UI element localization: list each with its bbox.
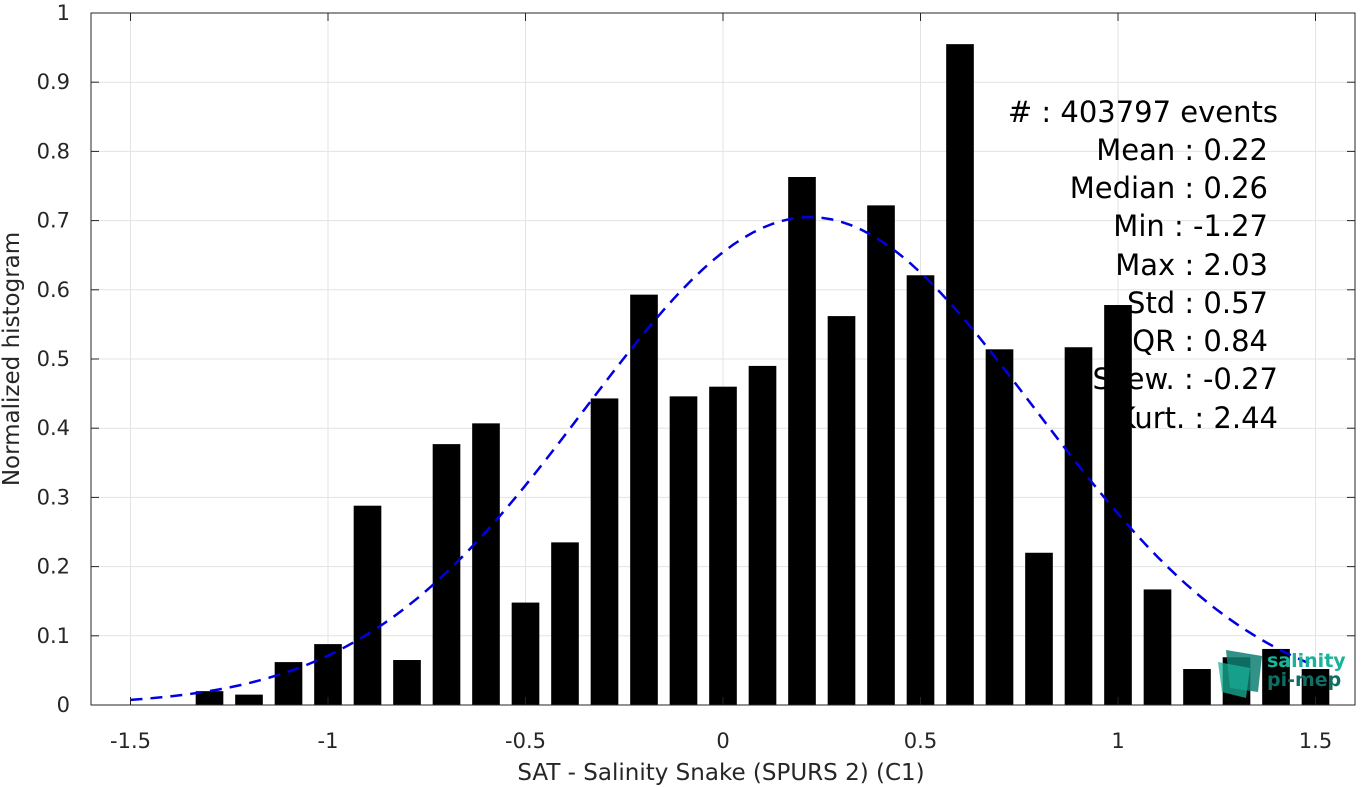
histogram-bar [393,660,421,705]
statistics-box: # : 403797 events Mean : 0.22 Median : 0… [1008,95,1278,435]
y-tick-label: 0.4 [37,416,70,440]
histogram-bar [551,542,579,705]
y-tick-label: 1 [57,1,70,25]
histogram-bar [195,691,224,705]
histogram-bar [353,505,382,705]
y-tick-label: 0.2 [37,555,70,579]
x-tick-label: 1 [1111,729,1124,753]
x-tick-label: 1.5 [1299,729,1332,753]
stat-events: # : 403797 events [1008,95,1278,129]
stat-max: Max : 2.03 [1115,248,1268,282]
stat-median: Median : 0.26 [1070,171,1268,205]
logo-shape-front [1218,662,1250,698]
y-tick-label: 0.8 [37,139,70,163]
histogram-bar [235,694,263,705]
histogram-bar [946,44,974,705]
x-tick-label: -1.5 [110,729,151,753]
histogram-bar [472,423,500,705]
x-axis-label: SAT - Salinity Snake (SPURS 2) (C1) [517,760,924,786]
y-tick-label: 0.3 [37,485,70,509]
histogram-bar [1025,552,1053,705]
y-tick-label: 0.1 [37,624,70,648]
gaussian-fit-curve [130,215,1316,702]
histogram-bar [985,349,1014,705]
histogram-bar [1143,589,1172,705]
histogram-bar [314,644,342,705]
x-tick-label: -1 [318,729,339,753]
y-tick-label: 0.6 [37,278,70,302]
y-tick-label: 0.9 [37,70,70,94]
histogram-bar [1183,669,1211,705]
histogram-bar [669,396,698,705]
histogram-bar [788,177,816,705]
y-axis-label: Normalized histogram [0,232,25,486]
y-tick-label: 0.7 [37,209,70,233]
histogram-bar [1064,347,1093,705]
stat-std: Std : 0.57 [1127,286,1268,320]
histogram-bar [906,275,935,705]
x-axis-ticks: -1.5 -1 -0.5 0 0.5 1 1.5 [110,13,1332,753]
x-tick-label: -0.5 [505,729,546,753]
stat-kurt: Kurt. : 2.44 [1117,401,1278,435]
stat-skew: Skew. : -0.27 [1092,362,1278,396]
logo-text-pi-mep: pi-mep [1267,669,1341,691]
histogram-bar [630,294,658,705]
histogram-bar [1104,305,1132,705]
histogram-bar [590,398,619,705]
stat-mean: Mean : 0.22 [1096,133,1268,167]
histogram-bar [1262,648,1290,705]
salinity-pi-mep-logo: salinity pi-mep [1218,650,1346,698]
y-axis-ticks: 0 0.1 0.2 0.3 0.4 0.5 0.6 0.7 0.8 0.9 1 [37,1,1355,717]
histogram-bar [432,444,461,705]
histogram-bars [195,44,1330,705]
y-tick-label: 0.5 [37,347,70,371]
histogram-bar [867,205,895,705]
x-tick-label: 0.5 [904,729,937,753]
y-tick-label: 0 [57,693,70,717]
histogram-bar [709,386,737,705]
histogram-bar [827,316,856,705]
histogram-bar [511,602,540,705]
stat-min: Min : -1.27 [1113,209,1268,243]
x-tick-label: 0 [716,729,729,753]
logo-text-salinity: salinity [1267,650,1346,672]
histogram-bar [748,365,777,705]
stat-iqr: IQR : 0.84 [1124,324,1268,358]
